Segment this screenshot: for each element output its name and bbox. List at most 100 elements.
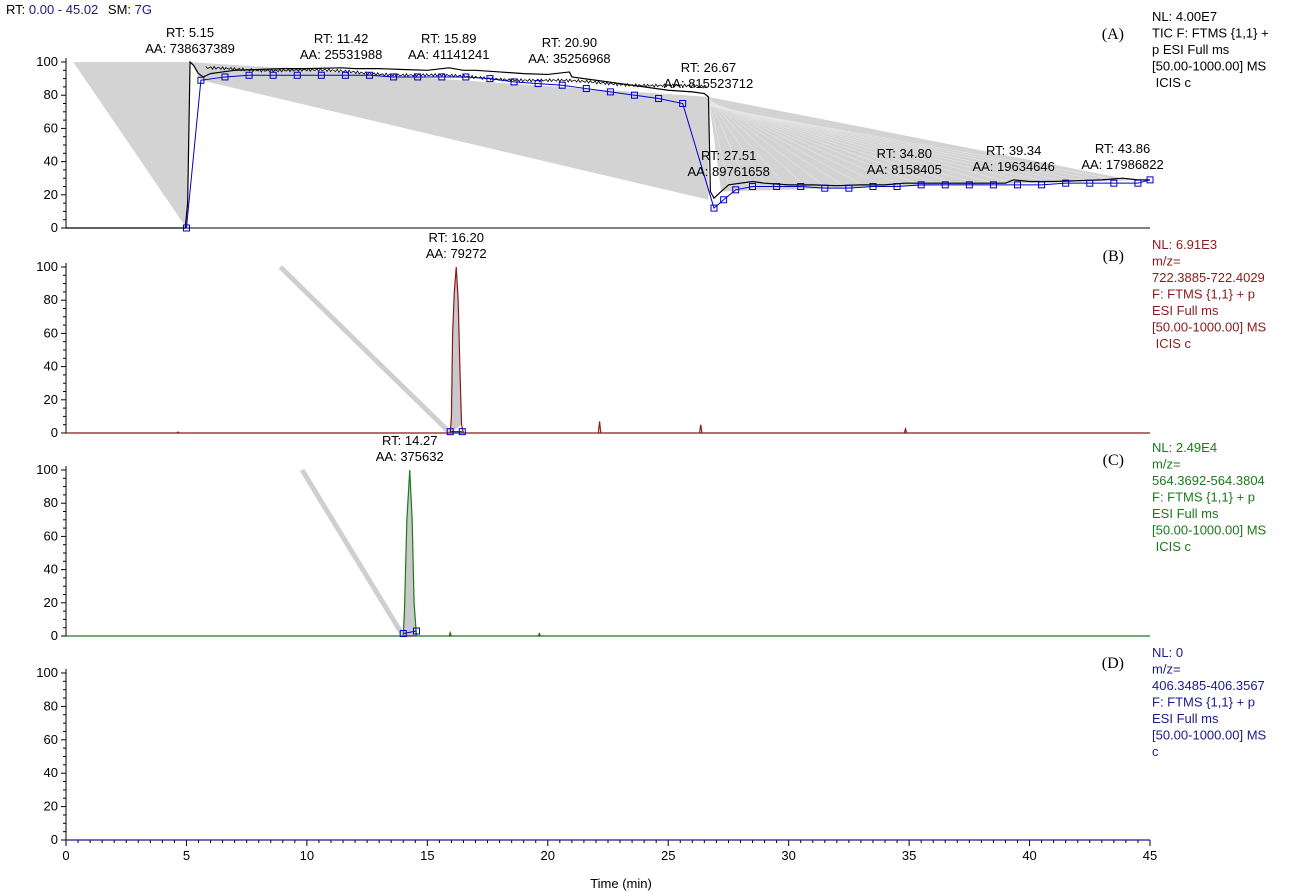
baseline-marker — [989, 181, 997, 189]
info-line: m/z= — [1152, 662, 1181, 677]
baseline-marker — [390, 73, 398, 81]
peak-aa-label: AA: 17986822 — [1081, 157, 1163, 172]
baseline-marker — [1146, 176, 1154, 184]
baseline-marker — [399, 630, 407, 638]
info-line: NL: 0 — [1152, 645, 1183, 660]
y-tick-label: 60 — [44, 732, 58, 747]
info-line: F: FTMS {1,1} + p — [1152, 490, 1255, 505]
info-line: ESI Full ms — [1152, 506, 1219, 521]
baseline-marker — [720, 196, 728, 204]
shade-region — [73, 62, 191, 228]
panel-info: NL: 2.49E4 m/z= 564.3692-564.3804 F: FTMS {… — [1152, 440, 1267, 554]
info-line: F: FTMS {1,1} + p — [1152, 695, 1255, 710]
y-tick-label: 0 — [51, 832, 58, 847]
peak-aa-label: AA: 79272 — [426, 246, 487, 261]
x-tick-label: 15 — [420, 848, 434, 863]
shade-line — [708, 104, 1045, 182]
x-tick-label: 5 — [183, 848, 190, 863]
info-line: [50.00-1000.00] MS — [1152, 59, 1267, 74]
shade-line — [708, 98, 804, 185]
panel-d: 0 20 40 60 80 100 0 5 10 15 20 25 30 35 40 45 Time (min)… — [36, 645, 1266, 891]
y-tick-label: 0 — [51, 628, 58, 643]
peak-rt-label: RT: 15.89 — [421, 31, 476, 46]
peak-aa-label: AA: 8158405 — [867, 162, 942, 177]
info-line: 406.3485-406.3567 — [1152, 678, 1265, 693]
y-tick-label: 60 — [44, 120, 58, 135]
baseline-marker — [412, 627, 420, 635]
shade-line — [708, 98, 785, 185]
baseline-marker — [655, 95, 663, 103]
baseline-marker — [1062, 179, 1070, 187]
shade-line — [708, 100, 878, 184]
baseline-marker — [1038, 181, 1046, 189]
x-tick-label: 0 — [62, 848, 69, 863]
panel-info: NL: 0 m/z= 406.3485-406.3567 F: FTMS {1,1} … — [1152, 645, 1267, 759]
shade-line — [708, 97, 748, 185]
info-line: c — [1152, 744, 1159, 759]
baseline-marker — [446, 428, 454, 436]
baseline-marker — [679, 100, 687, 107]
y-tick-label: 0 — [51, 220, 58, 235]
peak-area — [450, 267, 462, 433]
x-tick-label: 35 — [902, 848, 916, 863]
info-line: ESI Full ms — [1152, 711, 1219, 726]
shade-region — [190, 62, 709, 200]
baseline-marker — [197, 76, 205, 84]
y-tick-label: 60 — [44, 528, 58, 543]
baseline-marker — [732, 186, 740, 194]
shade-line — [708, 102, 952, 183]
info-line: NL: 4.00E7 — [1152, 9, 1217, 24]
rt-label: RT: — [6, 2, 26, 17]
baseline-marker — [710, 204, 718, 212]
info-line: NL: 2.49E4 — [1152, 440, 1217, 455]
panel-info: NL: 4.00E7 TIC F: FTMS {1,1} + p ESI Full … — [1152, 9, 1269, 90]
y-tick-label: 100 — [36, 462, 58, 477]
baseline-marker — [606, 88, 614, 96]
trace-noise — [205, 65, 707, 89]
y-tick-label: 40 — [44, 765, 58, 780]
shade-region — [708, 96, 1150, 192]
x-tick-label: 20 — [541, 848, 555, 863]
peak-rt-label: RT: 39.34 — [986, 143, 1041, 158]
peak-aa-label: AA: 815523712 — [664, 76, 754, 91]
baseline-marker — [438, 73, 446, 81]
sm-value: 7G — [134, 2, 152, 17]
baseline-marker — [317, 71, 325, 79]
peak-rt-label: RT: 26.67 — [681, 60, 736, 75]
y-tick-label: 80 — [44, 292, 58, 307]
peak-rt-label: RT: 34.80 — [877, 146, 932, 161]
shade-line — [708, 98, 822, 184]
y-tick-label: 40 — [44, 562, 58, 577]
baseline-marker — [1134, 179, 1142, 187]
baseline-marker — [630, 91, 638, 99]
peak-aa-label: AA: 738637389 — [145, 41, 235, 56]
peak-aa-label: AA: 89761658 — [687, 164, 769, 179]
header-bar: RT: 0.00 - 45.02 SM: 7G — [6, 2, 152, 17]
baseline-marker — [1014, 181, 1022, 189]
peak-aa-label: AA: 35256968 — [528, 51, 610, 66]
peak-rt-label: RT: 20.90 — [542, 35, 597, 50]
x-axis-label: Time (min) — [590, 876, 652, 891]
baseline-marker — [845, 184, 853, 192]
peak-aa-label: AA: 19634646 — [972, 159, 1054, 174]
y-tick-label: 20 — [44, 392, 58, 407]
baseline-marker — [821, 184, 829, 192]
x-tick-label: 10 — [300, 848, 314, 863]
panel-info: NL: 6.91E3 m/z= 722.3885-722.4029 F: FTMS {… — [1152, 237, 1267, 351]
shade-band — [278, 265, 452, 435]
baseline-marker — [462, 73, 470, 81]
y-tick-label: 80 — [44, 87, 58, 102]
y-tick-label: 100 — [36, 665, 58, 680]
y-tick-label: 100 — [36, 54, 58, 69]
shade-band — [299, 468, 406, 638]
baseline-line — [185, 74, 1151, 229]
baseline-marker — [414, 73, 422, 81]
info-line: TIC F: FTMS {1,1} + — [1152, 26, 1269, 41]
baseline-marker — [366, 71, 374, 79]
y-tick-label: 0 — [51, 425, 58, 440]
baseline-marker — [773, 183, 781, 190]
rt-range: 0.00 - 45.02 — [28, 2, 99, 17]
baseline-marker — [534, 80, 542, 88]
